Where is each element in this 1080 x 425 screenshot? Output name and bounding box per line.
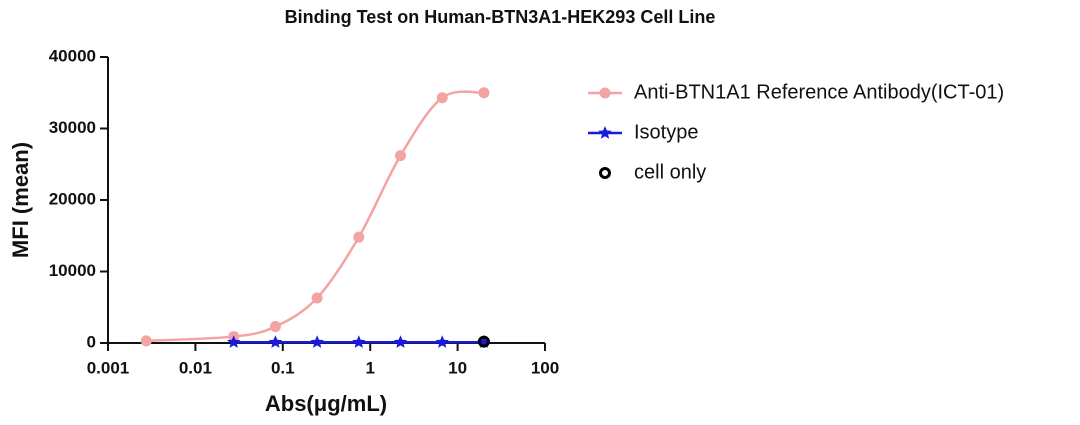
data-point — [227, 335, 241, 348]
y-tick-label: 20000 — [49, 189, 96, 208]
y-tick-label: 40000 — [49, 46, 96, 65]
data-point — [310, 335, 324, 348]
data-point — [436, 92, 448, 104]
legend-label: cell only — [634, 161, 706, 183]
data-point — [140, 335, 152, 347]
y-tick-label: 30000 — [49, 118, 96, 137]
x-tick-label: 100 — [531, 358, 559, 377]
data-point — [393, 335, 408, 348]
chart-title: Binding Test on Human-BTN3A1-HEK293 Cell… — [285, 7, 716, 27]
x-tick-label: 0.1 — [271, 358, 295, 377]
data-point — [311, 292, 323, 304]
legend-marker — [599, 167, 611, 179]
legend-label: Isotype — [634, 121, 698, 143]
data-point — [477, 335, 490, 348]
x-tick-label: 10 — [448, 358, 467, 377]
x-tick-label: 0.001 — [87, 358, 130, 377]
data-point — [478, 87, 490, 99]
x-tick-label: 0.01 — [179, 358, 212, 377]
data-point — [394, 150, 406, 162]
y-axis-label: MFI (mean) — [8, 142, 33, 258]
x-tick-label: 1 — [365, 358, 374, 377]
data-point — [352, 335, 366, 348]
legend-marker — [599, 87, 611, 99]
data-point — [268, 335, 283, 348]
y-tick-label: 0 — [87, 332, 96, 351]
legend-label: Anti-BTN1A1 Reference Antibody(ICT-01) — [634, 81, 1004, 103]
y-tick-label: 10000 — [49, 261, 96, 280]
data-point — [353, 231, 365, 243]
x-axis-label: Abs(μg/mL) — [265, 391, 387, 416]
data-point — [269, 321, 281, 333]
legend-marker — [598, 126, 612, 139]
series-line — [146, 90, 485, 343]
data-point — [435, 335, 449, 348]
